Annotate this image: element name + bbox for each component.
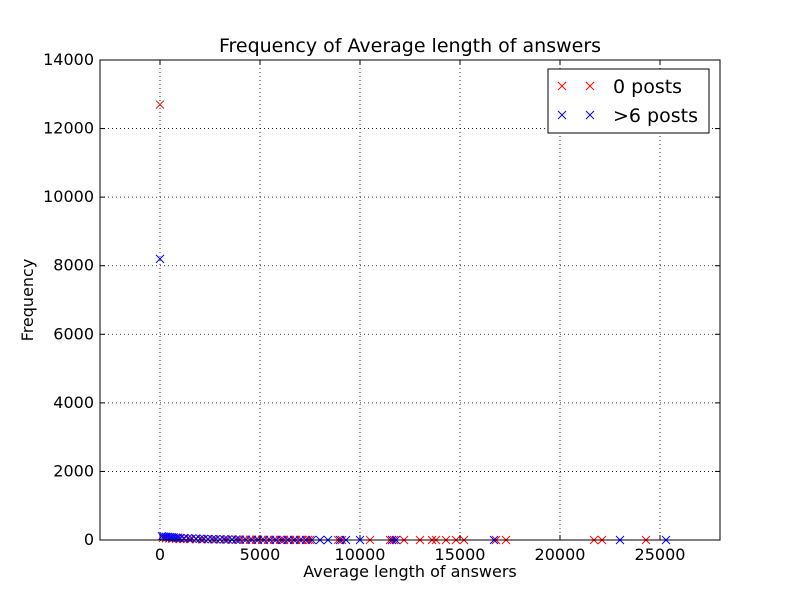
legend-marker <box>585 81 595 91</box>
data-point <box>155 254 165 264</box>
data-point <box>223 535 233 544</box>
y-tick-label: 8000 <box>53 256 94 275</box>
data-point <box>183 533 193 543</box>
legend-entry: 0 posts <box>557 76 682 98</box>
legend-marker <box>557 110 567 120</box>
x-tick-label: 5000 <box>240 545 281 564</box>
data-point <box>187 534 197 543</box>
data-point <box>215 534 225 544</box>
legend: 0 posts >6 posts <box>547 68 710 134</box>
data-point <box>179 533 189 543</box>
x-tick-label: 20000 <box>535 545 586 564</box>
y-tick-label: 14000 <box>43 50 94 69</box>
x-tick-label: 25000 <box>635 545 686 564</box>
y-tick-label: 0 <box>84 530 94 549</box>
legend-entry: >6 posts <box>557 105 698 127</box>
y-tick-label: 4000 <box>53 393 94 412</box>
data-point <box>175 533 185 543</box>
legend-box <box>547 68 710 134</box>
data-point <box>199 534 209 544</box>
data-marks <box>155 100 671 545</box>
x-tick-label: 15000 <box>435 545 486 564</box>
y-axis-label: Frequency <box>18 259 37 342</box>
chart-title: Frequency of Average length of answers <box>219 35 601 57</box>
y-tick-label: 10000 <box>43 187 94 206</box>
series-1 <box>155 254 671 545</box>
ticks: 0 5000 10000 15000 20000 25000 0 2000 4000 6000 80… <box>43 50 720 564</box>
data-point <box>207 534 217 544</box>
legend-marker <box>557 81 567 91</box>
data-point <box>203 534 213 544</box>
x-axis-label: Average length of answers <box>303 562 517 581</box>
data-point <box>211 534 221 544</box>
x-tick-label: 0 <box>155 545 165 564</box>
data-point <box>191 534 201 543</box>
x-tick-label: 10000 <box>335 545 386 564</box>
legend-label: >6 posts <box>613 105 698 127</box>
legend-marker <box>585 110 595 120</box>
plot-frame <box>99 59 721 541</box>
data-point <box>219 535 229 544</box>
y-tick-label: 2000 <box>53 461 94 480</box>
y-tick-label: 6000 <box>53 324 94 343</box>
y-tick-label: 12000 <box>43 119 94 138</box>
data-point <box>155 100 165 109</box>
data-point <box>195 534 205 544</box>
legend-label: 0 posts <box>613 76 682 98</box>
